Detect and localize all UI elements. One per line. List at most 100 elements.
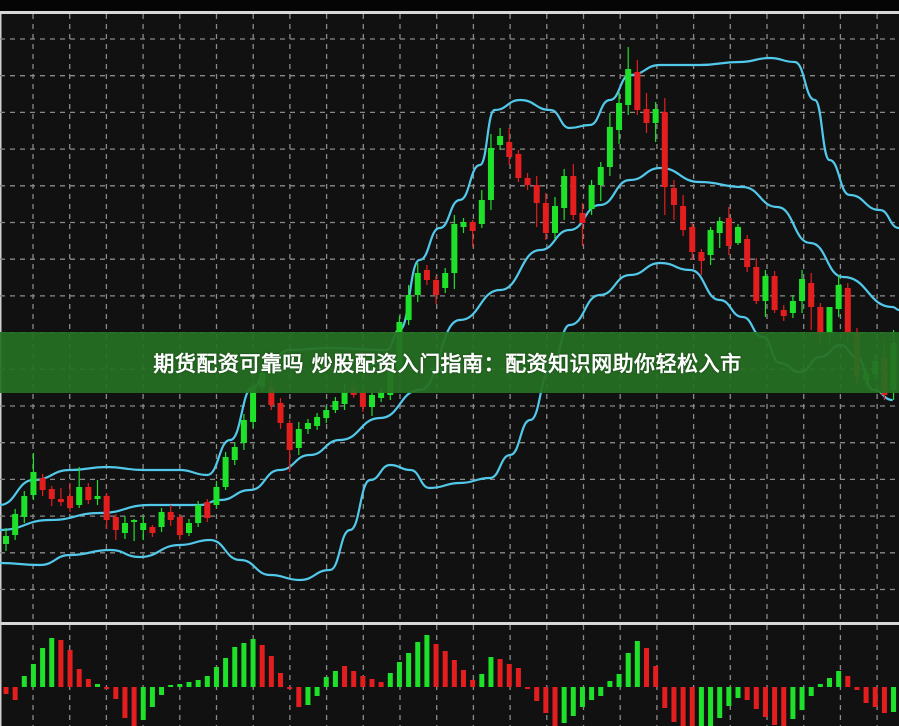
candle <box>213 481 220 508</box>
histogram-bar <box>21 676 27 687</box>
histogram-bar <box>689 687 695 726</box>
candle-body <box>844 288 851 333</box>
histogram-bar <box>891 687 897 712</box>
candle-body <box>240 420 247 443</box>
candle <box>451 215 458 289</box>
candle <box>414 263 421 302</box>
candle-body <box>707 230 714 255</box>
candle <box>186 519 192 536</box>
candle <box>808 273 815 330</box>
candle <box>103 493 110 529</box>
candle-body <box>542 203 549 233</box>
candle <box>533 176 540 227</box>
candle-body <box>698 252 705 261</box>
candle <box>3 528 9 551</box>
candle-body <box>3 536 9 544</box>
candle-body <box>231 447 238 460</box>
histogram-bar <box>387 673 393 687</box>
histogram-bar <box>342 666 348 687</box>
histogram-bar <box>122 687 128 718</box>
candle-body <box>222 457 229 487</box>
candle-body <box>121 523 128 533</box>
candle <box>725 207 732 255</box>
candle-body <box>30 472 37 495</box>
candle <box>140 516 147 540</box>
histogram-bar <box>451 660 457 687</box>
candle-body <box>341 392 348 404</box>
top-bar <box>0 0 899 11</box>
candle <box>195 501 202 527</box>
candle <box>39 474 46 496</box>
candle <box>314 413 321 430</box>
histogram-bar <box>644 648 649 687</box>
histogram-bar <box>104 687 110 689</box>
candle-body <box>359 392 366 407</box>
bollinger-upper-band <box>0 56 899 507</box>
histogram-bar <box>607 681 613 687</box>
histogram-bar <box>241 643 247 687</box>
histogram-bar <box>186 682 192 687</box>
candle-body <box>131 520 138 522</box>
histogram-bar <box>332 671 338 687</box>
histogram-bar <box>708 687 714 726</box>
candle-body <box>808 283 815 307</box>
histogram-bar <box>506 664 512 687</box>
histogram-bar <box>552 687 558 726</box>
histogram-bar <box>653 666 659 687</box>
candle-body <box>103 496 110 520</box>
candle <box>744 235 751 272</box>
candle-body <box>616 103 623 130</box>
histogram-bar <box>250 639 256 687</box>
histogram-bar <box>415 642 421 687</box>
histogram-bar <box>424 635 430 687</box>
candle-body <box>250 387 257 422</box>
histogram-bar <box>698 687 704 726</box>
candle <box>762 270 769 317</box>
candle <box>149 525 156 537</box>
histogram-bar <box>671 687 677 722</box>
histogram-bar <box>159 687 165 695</box>
candle-body <box>826 307 833 333</box>
bollinger-bands <box>0 56 899 582</box>
histogram-bar <box>49 638 55 687</box>
candle-body <box>39 478 46 490</box>
candle-body <box>186 523 192 533</box>
candle <box>295 422 302 455</box>
candle-body <box>680 206 687 230</box>
histogram-bar <box>131 687 137 726</box>
candle <box>94 480 101 505</box>
histogram-bar <box>30 664 36 687</box>
candle-body <box>67 496 74 508</box>
title-banner: 期货配资可靠吗 炒股配资入门指南：配资知识网助你轻松入市 <box>0 332 899 393</box>
candle <box>542 193 549 240</box>
candle <box>121 516 128 539</box>
candle <box>304 419 311 434</box>
candle-body <box>433 280 440 295</box>
histogram-bar <box>735 687 741 698</box>
candle-body <box>213 487 220 505</box>
candle-body <box>588 185 595 209</box>
histogram-bar <box>314 687 320 696</box>
candle-body <box>295 429 302 448</box>
candle-body <box>789 301 796 313</box>
histogram-bar <box>616 674 622 687</box>
histogram-bar <box>40 648 46 687</box>
candle-body <box>332 401 339 410</box>
histogram-bar <box>744 687 750 700</box>
histogram-bar <box>149 687 155 707</box>
candle <box>222 452 229 490</box>
histogram-bar <box>543 687 549 713</box>
histogram-bar <box>177 684 183 687</box>
candle <box>716 217 723 248</box>
histogram-bar <box>753 687 759 709</box>
candle-body <box>277 403 284 423</box>
candle <box>780 305 787 321</box>
candle-body <box>451 224 458 273</box>
histogram-bar <box>360 676 366 687</box>
histogram-bar <box>534 687 540 701</box>
candle <box>57 488 64 506</box>
candle-body <box>195 505 202 523</box>
candle <box>515 150 522 182</box>
